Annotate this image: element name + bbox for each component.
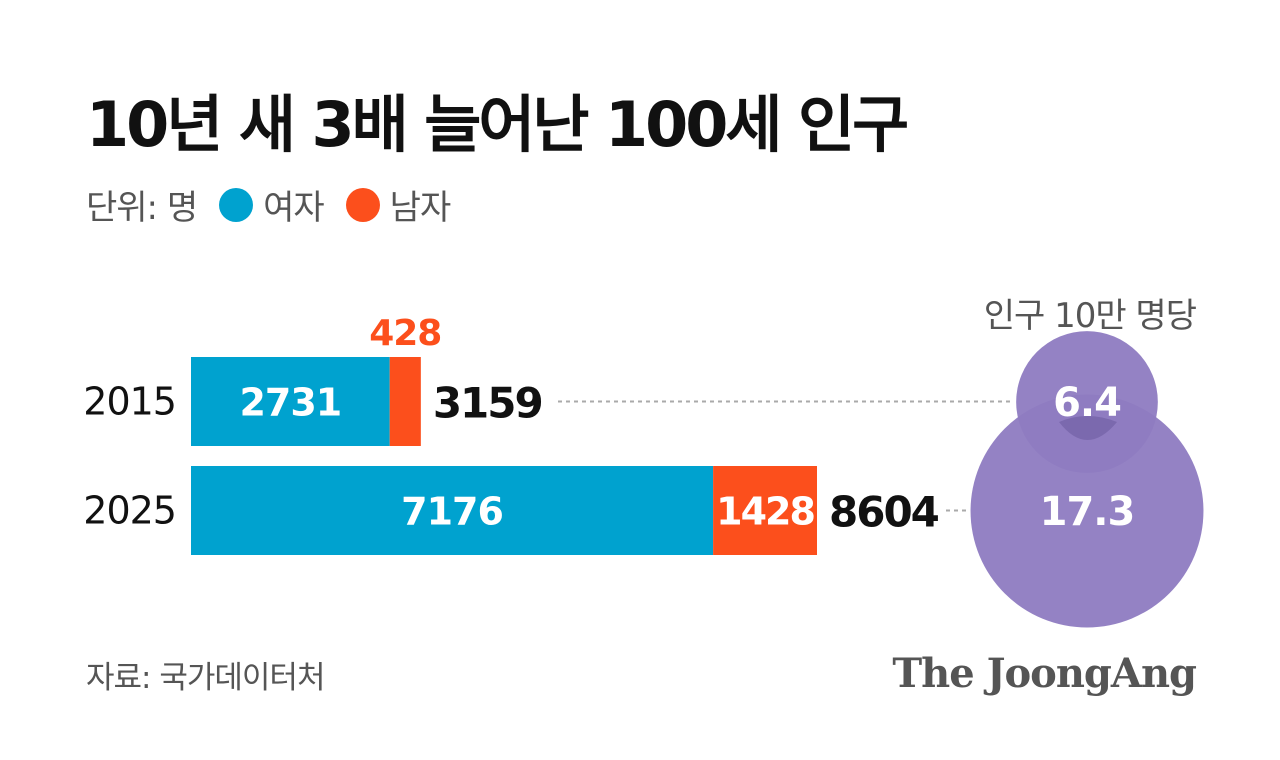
rate-bubble-2025 <box>970 394 1204 628</box>
rate-bubble-2015 <box>1016 331 1158 473</box>
brand-logo: The JoongAng <box>892 650 1197 697</box>
chart-title: 10년 새 3배 늘어난 100세 인구 <box>86 88 909 161</box>
rate-column-label: 인구 10만 명당 <box>983 296 1197 336</box>
legend-male-label: 남자 <box>389 188 452 228</box>
bar-male-value-2025: 1428 <box>716 490 814 534</box>
bar-female-value-2015: 2731 <box>239 381 341 425</box>
bar-male-value-2015: 428 <box>369 313 441 354</box>
bar-female-value-2025: 7176 <box>401 490 503 534</box>
source-note: 자료: 국가데이터처 <box>86 660 325 696</box>
legend-male-swatch-icon <box>345 187 380 222</box>
bar-male-2025 <box>713 466 817 555</box>
legend-female-label: 여자 <box>263 188 325 228</box>
total-value-2015: 3159 <box>433 379 542 428</box>
rate-value-2015: 6.4 <box>1053 380 1121 426</box>
bar-female-2025 <box>191 466 714 555</box>
category-label-2025: 2025 <box>83 489 176 533</box>
total-value-2025: 8604 <box>829 488 939 537</box>
rate-value-2025: 17.3 <box>1040 489 1135 535</box>
legend-female-swatch-icon <box>219 187 254 222</box>
unit-label: 단위: 명 <box>86 188 198 228</box>
legend: 단위: 명 여자 남자 <box>86 180 452 229</box>
category-label-2015: 2015 <box>83 380 176 424</box>
bar-male-2015 <box>389 357 421 446</box>
bar-female-2015 <box>191 357 390 446</box>
rate-bubble-overlap <box>1059 416 1117 440</box>
